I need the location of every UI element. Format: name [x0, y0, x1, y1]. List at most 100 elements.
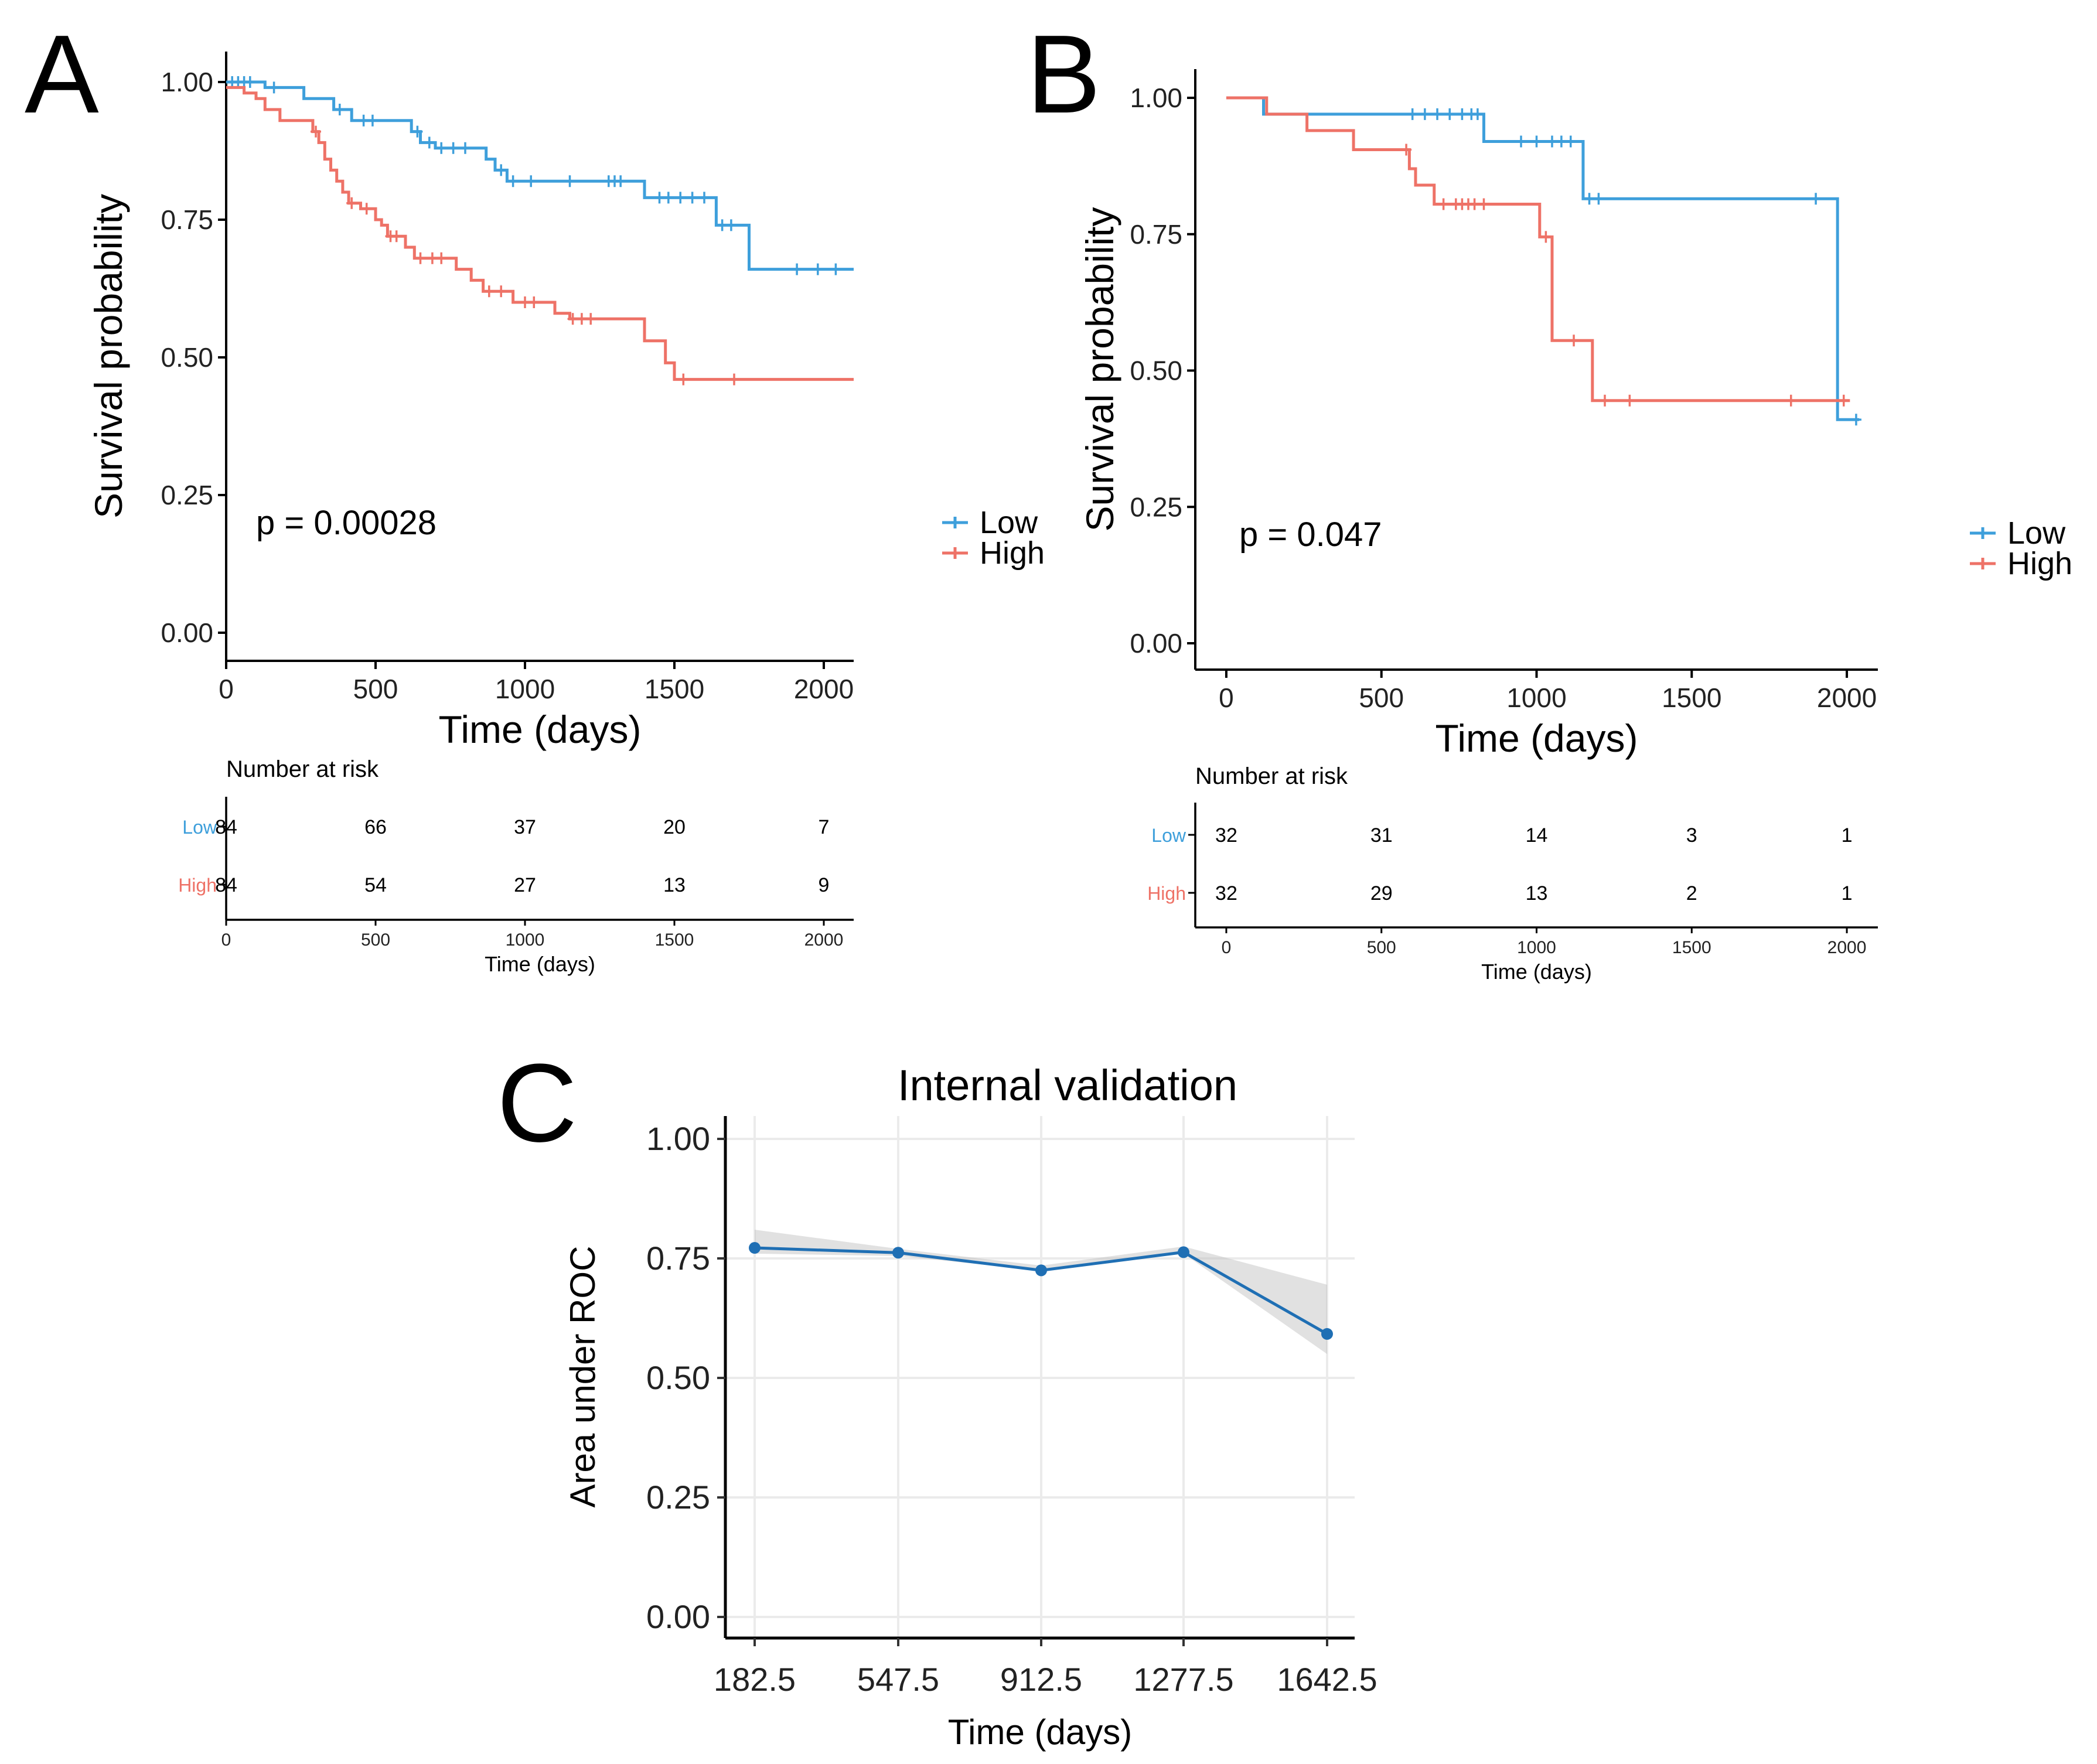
- risk-x-tick-label: 2000: [1827, 938, 1867, 957]
- legend-label-low: Low: [980, 505, 1038, 540]
- censor-mark-high: [483, 285, 495, 298]
- legend-key-low: [942, 517, 968, 528]
- censor-mark-low: [1407, 108, 1418, 120]
- risk-table-title: Number at risk: [226, 756, 379, 782]
- y-tick-label: 0.00: [646, 1598, 710, 1635]
- censor-mark-low: [663, 192, 674, 204]
- x-axis-title: Time (days): [1435, 716, 1638, 760]
- censor-mark-low: [424, 137, 435, 149]
- panel-letter-b: B: [1027, 12, 1101, 137]
- risk-count: 27: [514, 874, 536, 896]
- censor-mark-low: [460, 142, 470, 154]
- censor-mark-low: [436, 142, 447, 154]
- risk-count: 20: [663, 816, 686, 838]
- km-line-low: [1226, 96, 1860, 421]
- km-line-high: [226, 86, 854, 381]
- censor-mark-low: [654, 192, 665, 204]
- panel-a: A 0.00 0.25 0.50 0.75 1.00 0 500 1000 1500 2000 Ti…: [25, 12, 1045, 976]
- censor-mark-high: [311, 125, 321, 138]
- risk-x-tick-label: 1500: [1672, 938, 1711, 957]
- censor-mark-high: [1785, 394, 1796, 407]
- risk-count: 84: [215, 874, 237, 896]
- censor-mark-low: [717, 219, 728, 231]
- y-tick-label: 0.25: [161, 480, 213, 510]
- censor-mark-low: [1556, 135, 1567, 148]
- risk-count: 32: [1215, 882, 1237, 905]
- km-line-high: [1226, 96, 1850, 402]
- legend-key-low: [1970, 527, 1996, 539]
- x-tick-label: 1642.5: [1277, 1661, 1377, 1698]
- y-tick-label: 0.25: [646, 1479, 710, 1516]
- censor-mark-high: [496, 285, 507, 298]
- censor-mark-high: [436, 252, 447, 264]
- x-tick-label: 0: [1219, 683, 1234, 713]
- censor-mark-low: [830, 263, 841, 275]
- risk-count: 13: [663, 874, 686, 896]
- x-tick-label: 1000: [495, 674, 555, 704]
- risk-count: 37: [514, 816, 536, 838]
- risk-count: 1: [1842, 824, 1853, 847]
- censor-mark-high: [415, 252, 426, 264]
- x-axis-title: Time (days): [439, 708, 642, 751]
- risk-table-title: Number at risk: [1195, 763, 1348, 789]
- y-tick-label: 0.50: [161, 342, 213, 373]
- risk-count: 14: [1526, 824, 1548, 847]
- censor-mark-low: [1546, 135, 1557, 148]
- y-tick-label: 0.00: [161, 617, 213, 648]
- x-tick-label: 1500: [645, 674, 704, 704]
- x-tick-label: 547.5: [857, 1661, 939, 1698]
- censor-mark-low: [792, 263, 803, 275]
- risk-x-tick-label: 1500: [655, 930, 694, 950]
- censor-mark-high: [678, 373, 689, 385]
- censor-mark-low: [1432, 108, 1443, 120]
- km-plot-a: 0.00 0.25 0.50 0.75 1.00 0 500 1000 1500 2000 Time…: [87, 52, 1045, 751]
- censor-mark-high: [427, 252, 438, 264]
- risk-count: 84: [215, 816, 237, 838]
- y-tick-label: 1.00: [161, 67, 213, 97]
- legend-label-high: High: [2007, 546, 2072, 581]
- censor-mark-high: [585, 313, 596, 325]
- y-tick-label: 1.00: [646, 1120, 710, 1157]
- x-tick-label: 1500: [1662, 683, 1721, 713]
- censor-mark-high: [528, 296, 540, 308]
- auc-point: [1035, 1264, 1047, 1277]
- censor-mark-low: [526, 175, 537, 187]
- risk-x-axis-title: Time (days): [1481, 960, 1592, 984]
- censor-mark-low: [699, 192, 710, 204]
- y-axis-title: Survival probability: [87, 194, 130, 518]
- censor-mark-high: [1438, 198, 1449, 210]
- censor-mark-low: [564, 175, 575, 187]
- censor-mark-low: [1850, 414, 1861, 426]
- risk-count: 2: [1686, 882, 1697, 905]
- censor-mark-high: [1401, 144, 1412, 156]
- y-tick-label: 0.25: [1130, 492, 1182, 522]
- censor-mark-high: [576, 313, 587, 325]
- risk-count: 66: [364, 816, 387, 838]
- y-tick-label: 0.50: [646, 1359, 710, 1396]
- censor-mark-low: [687, 192, 698, 204]
- censor-mark-low: [1565, 135, 1576, 148]
- censor-mark-high: [361, 203, 372, 215]
- x-tick-label: 1000: [1506, 683, 1566, 713]
- risk-row-label-low: Low: [182, 817, 217, 838]
- panel-c: C 0.00 0.25 0.50 0.75 1.00 182.5 547.5 912.5 127…: [497, 1041, 1377, 1752]
- km-plot-b: 0.00 0.25 0.50 0.75 1.00 0 500 1000 1500 2000 Time…: [1078, 69, 2072, 760]
- y-tick-label: 0.75: [161, 204, 213, 235]
- censor-mark-low: [1810, 193, 1822, 205]
- panel-letter-a: A: [25, 12, 99, 137]
- censor-mark-high: [1838, 394, 1849, 407]
- x-tick-label: 182.5: [714, 1661, 796, 1698]
- censor-mark-low: [1419, 108, 1430, 120]
- risk-count: 31: [1370, 824, 1393, 847]
- risk-row-label-high: High: [178, 875, 217, 896]
- risk-count: 13: [1526, 882, 1548, 905]
- censor-mark-low: [496, 164, 507, 176]
- risk-count: 7: [819, 816, 830, 838]
- censor-mark-high: [1469, 198, 1480, 210]
- y-axis-title: Area under ROC: [563, 1246, 602, 1508]
- censor-mark-low: [507, 175, 519, 187]
- censor-mark-high: [567, 313, 578, 325]
- censor-mark-high: [729, 373, 739, 385]
